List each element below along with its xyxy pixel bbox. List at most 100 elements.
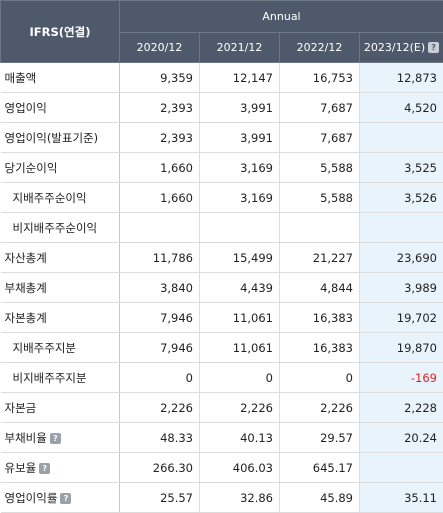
- row-label: 비지배주주지분: [1, 363, 120, 393]
- value-cell: 1,660: [120, 153, 200, 183]
- row-label-text: 지배주주지분: [13, 341, 76, 355]
- row-label: 부채비율?: [1, 423, 120, 453]
- row-label: 매출액: [1, 63, 120, 93]
- value-cell: 19,870: [360, 333, 443, 363]
- row-label-text: 당기순이익: [5, 161, 58, 175]
- value-cell: [360, 213, 443, 243]
- period-header-2021: 2021/12: [200, 33, 280, 63]
- value-cell: 11,061: [200, 333, 280, 363]
- help-icon[interactable]: ?: [39, 463, 50, 474]
- row-label-text: 매출액: [5, 71, 37, 85]
- value-cell: [120, 213, 200, 243]
- value-cell: 3,169: [200, 183, 280, 213]
- value-cell: 9,359: [120, 63, 200, 93]
- value-cell: 20.24: [360, 423, 443, 453]
- row-label-text: 영업이익: [5, 101, 47, 115]
- value-cell: 2,393: [120, 93, 200, 123]
- value-cell: 645.17: [280, 453, 360, 483]
- row-label: 유보율?: [1, 453, 120, 483]
- value-cell: 12,873: [360, 63, 443, 93]
- value-cell: 25.57: [120, 483, 200, 513]
- row-label: 영업이익: [1, 93, 120, 123]
- value-cell: 3,169: [200, 153, 280, 183]
- row-label: 영업이익률?: [1, 483, 120, 513]
- help-icon[interactable]: ?: [428, 42, 439, 53]
- table-row: 비지배주주순이익: [1, 213, 443, 243]
- value-cell: 12,147: [200, 63, 280, 93]
- row-label-text: 부채총계: [5, 281, 47, 295]
- value-cell: 3,525: [360, 153, 443, 183]
- value-cell: 1,660: [120, 183, 200, 213]
- value-cell: 16,753: [280, 63, 360, 93]
- row-label: 당기순이익: [1, 153, 120, 183]
- value-cell: 40.13: [200, 423, 280, 453]
- value-cell: 48.33: [120, 423, 200, 453]
- value-cell: 5,588: [280, 183, 360, 213]
- value-cell: 266.30: [120, 453, 200, 483]
- row-label: 자본금: [1, 393, 120, 423]
- value-cell: 19,702: [360, 303, 443, 333]
- value-cell: 16,383: [280, 303, 360, 333]
- value-cell: 2,228: [360, 393, 443, 423]
- row-label: 부채총계: [1, 273, 120, 303]
- period-header-2020: 2020/12: [120, 33, 200, 63]
- row-label: 자본총계: [1, 303, 120, 333]
- row-label: 지배주주순이익: [1, 183, 120, 213]
- row-label: 비지배주주순이익: [1, 213, 120, 243]
- annual-group-header: Annual: [120, 1, 443, 33]
- value-cell: 7,946: [120, 333, 200, 363]
- value-cell: [360, 453, 443, 483]
- value-cell: 11,786: [120, 243, 200, 273]
- value-cell: 3,526: [360, 183, 443, 213]
- help-icon[interactable]: ?: [50, 433, 61, 444]
- period-header-2023-estimate: 2023/12(E)?: [360, 33, 443, 63]
- value-cell: 7,687: [280, 123, 360, 153]
- row-label-text: 유보율: [5, 461, 37, 475]
- accounting-standard-header: IFRS(연결): [1, 1, 120, 63]
- row-label: 자산총계: [1, 243, 120, 273]
- row-label-text: 자산총계: [5, 251, 47, 265]
- value-cell: [280, 213, 360, 243]
- help-icon[interactable]: ?: [60, 493, 71, 504]
- value-cell: 2,226: [280, 393, 360, 423]
- value-cell: 2,226: [120, 393, 200, 423]
- value-cell: 16,383: [280, 333, 360, 363]
- value-cell: 2,226: [200, 393, 280, 423]
- value-cell: 406.03: [200, 453, 280, 483]
- value-cell: 35.11: [360, 483, 443, 513]
- value-cell: 3,989: [360, 273, 443, 303]
- value-cell: 7,687: [280, 93, 360, 123]
- value-cell: 32.86: [200, 483, 280, 513]
- value-cell: 3,840: [120, 273, 200, 303]
- value-cell: 21,227: [280, 243, 360, 273]
- value-cell: 4,844: [280, 273, 360, 303]
- row-label-text: 부채비율: [5, 431, 47, 445]
- value-cell: 2,393: [120, 123, 200, 153]
- value-cell: 3,991: [200, 123, 280, 153]
- value-cell: [200, 213, 280, 243]
- row-label: 영업이익(발표기준): [1, 123, 120, 153]
- value-cell: 4,520: [360, 93, 443, 123]
- row-label-text: 비지배주주지분: [13, 371, 87, 385]
- value-cell: 3,991: [200, 93, 280, 123]
- value-cell: 29.57: [280, 423, 360, 453]
- value-cell: 15,499: [200, 243, 280, 273]
- row-label-text: 비지배주주순이익: [13, 221, 98, 235]
- row-label-text: 자본총계: [5, 311, 47, 325]
- period-header-2022: 2022/12: [280, 33, 360, 63]
- value-cell: 0: [200, 363, 280, 393]
- row-label-text: 자본금: [5, 401, 37, 415]
